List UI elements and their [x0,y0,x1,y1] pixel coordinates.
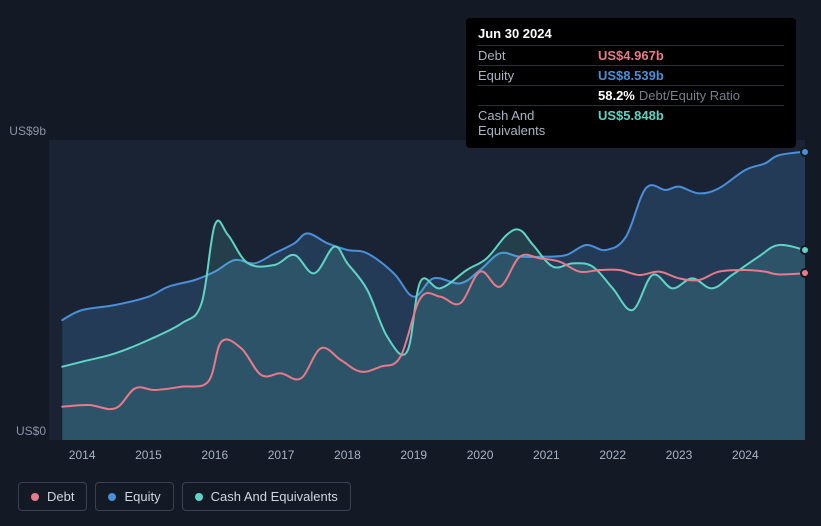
legend-dot-icon [31,493,39,501]
x-tick: 2018 [334,448,361,462]
legend-label: Debt [47,489,74,504]
x-axis: 2014 2015 2016 2017 2018 2019 2020 2021 2022 2023… [49,448,805,468]
legend-item-debt[interactable]: Debt [18,482,87,511]
series-end-marker [800,147,810,157]
tooltip-row-value: US$5.848b [598,108,664,138]
legend-dot-icon [108,493,116,501]
tooltip-row-value: US$4.967b [598,48,664,63]
data-tooltip: Jun 30 2024 DebtUS$4.967bEquityUS$8.539b… [466,18,796,148]
x-tick: 2017 [268,448,295,462]
legend-item-equity[interactable]: Equity [95,482,173,511]
chart-svg [49,140,805,440]
tooltip-row-label: Debt [478,48,598,63]
x-tick: 2022 [599,448,626,462]
series-end-marker [800,245,810,255]
legend-dot-icon [195,493,203,501]
tooltip-date: Jun 30 2024 [478,26,784,45]
tooltip-row-value: 58.2%Debt/Equity Ratio [598,88,740,103]
series-end-marker [800,268,810,278]
tooltip-row: Cash And EquivalentsUS$5.848b [478,105,784,140]
tooltip-row: EquityUS$8.539b [478,65,784,85]
legend-label: Cash And Equivalents [211,489,338,504]
tooltip-row-label: Equity [478,68,598,83]
x-tick: 2015 [135,448,162,462]
x-tick: 2024 [732,448,759,462]
legend: Debt Equity Cash And Equivalents [18,482,351,511]
tooltip-row: 58.2%Debt/Equity Ratio [478,85,784,105]
tooltip-row-label: Cash And Equivalents [478,108,598,138]
x-tick: 2023 [666,448,693,462]
x-tick: 2019 [400,448,427,462]
x-tick: 2020 [467,448,494,462]
x-tick: 2021 [533,448,560,462]
tooltip-row: DebtUS$4.967b [478,45,784,65]
y-min-label: US$0 [6,424,46,438]
y-max-label: US$9b [6,124,46,138]
tooltip-row-value: US$8.539b [598,68,664,83]
chart-plot-area[interactable] [49,140,805,440]
legend-label: Equity [124,489,160,504]
x-tick: 2016 [201,448,228,462]
tooltip-row-label [478,88,598,103]
x-tick: 2014 [69,448,96,462]
legend-item-cash[interactable]: Cash And Equivalents [182,482,351,511]
